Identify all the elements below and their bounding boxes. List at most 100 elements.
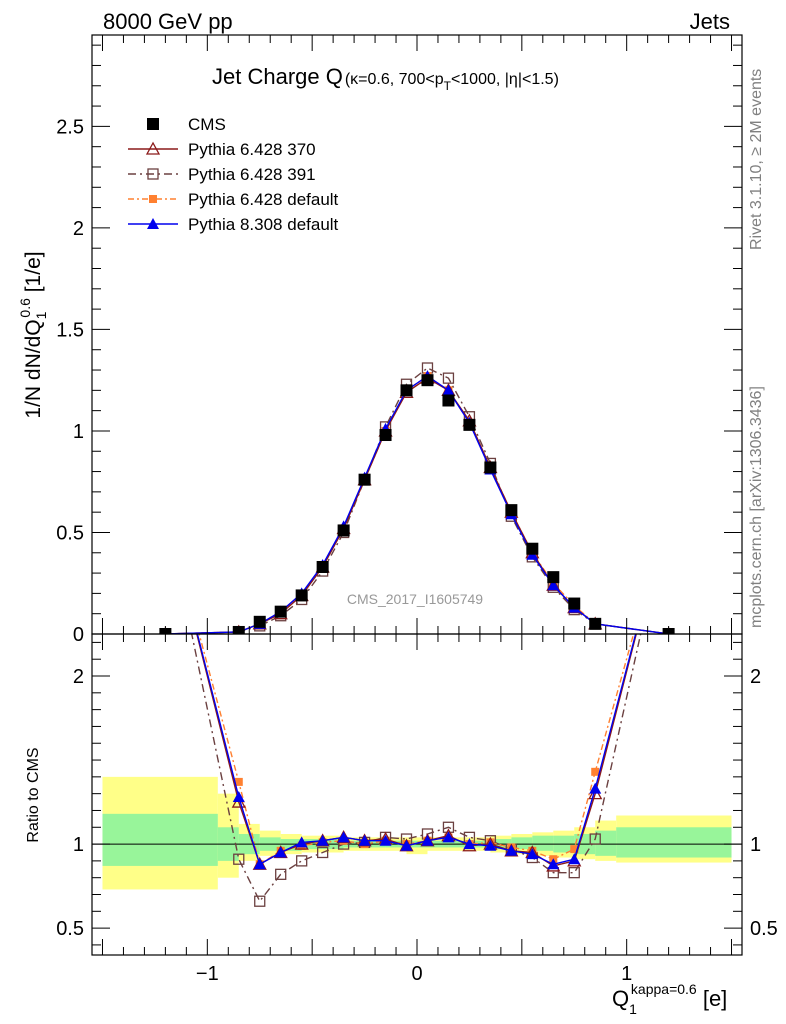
plot-title-sub-b: T [444, 79, 452, 93]
ratio-point [234, 777, 243, 786]
category-label: Jets [690, 9, 730, 34]
analysis-id-label: CMS_2017_I1605749 [347, 591, 483, 607]
main-ylabel-prefix: 1/N dN/dQ [22, 319, 45, 418]
ratio-y-tick-label-right: 2 [750, 666, 761, 688]
legend-label: Pythia 6.428 370 [188, 140, 316, 159]
legend-marker [147, 218, 159, 229]
ratio-point [526, 848, 539, 860]
ratio-point [337, 831, 350, 843]
ratio-point [254, 895, 266, 907]
legend-item: CMS [147, 115, 226, 134]
ratio-line-pythia-6-428-default [198, 634, 635, 866]
legend-label: Pythia 8.308 default [188, 215, 339, 234]
ratio-point [589, 833, 601, 845]
ratio-line-pythia-6-428-391 [191, 634, 642, 903]
xlabel-sub: 1 [629, 1001, 637, 1017]
x-tick-label: 1 [621, 963, 632, 985]
main-y-tick-label: 1 [73, 421, 84, 443]
xlabel-sup: kappa=0.6 [631, 981, 697, 997]
main-series-group [159, 362, 675, 634]
ratio-point [505, 844, 518, 856]
main-point [442, 394, 455, 407]
main-y-tick-label: 2 [73, 218, 84, 240]
legend: CMS Pythia 6.428 370 Pythia 6.428 391 Pythi… [128, 115, 339, 234]
legend-item: Pythia 6.428 370 [128, 140, 316, 159]
ratio-point [296, 855, 308, 867]
legend-marker [147, 118, 159, 130]
legend-marker [145, 141, 161, 155]
ratio-point [232, 791, 245, 803]
main-point [463, 418, 476, 431]
plot-title-sub-a: (κ=0.6, 700<p [345, 71, 444, 88]
ratio-point [253, 858, 266, 870]
main-point [484, 461, 497, 474]
green-band-bin [616, 827, 732, 858]
green-band-bin [102, 813, 218, 866]
ratio-point [358, 834, 371, 846]
main-y-tick-label: 2.5 [56, 116, 84, 138]
green-band-bin [280, 839, 302, 851]
x-tick-label: 0 [411, 963, 422, 985]
main-point [421, 374, 434, 387]
ratio-point [233, 853, 245, 865]
ratio-y-tick-label-left: 0.5 [56, 918, 84, 940]
main-point [442, 384, 455, 396]
main-point [253, 615, 266, 628]
legend-item: Pythia 8.308 default [128, 215, 339, 234]
main-y-tick-label: 1.5 [56, 319, 84, 341]
ratio-line-pythia-6-428-370 [196, 634, 637, 867]
ratio-panel-frame [91, 633, 743, 956]
main-y-tick-label: 0 [73, 624, 84, 646]
xlabel-suffix: [e] [697, 986, 728, 1011]
ratio-y-tick-label-right: 0.5 [750, 918, 778, 940]
ratio-point [379, 834, 392, 846]
ratio-point [484, 839, 497, 851]
main-y-axis-label: 1/N dN/dQ10.6 [1/e] [17, 251, 49, 418]
main-point [337, 524, 350, 537]
ratio-point [316, 834, 329, 846]
ratio-point [570, 845, 579, 854]
ratio-uncertainty-bands [102, 776, 732, 890]
legend-item: Pythia 6.428 391 [128, 165, 316, 184]
main-ylabel-sub: 1 [33, 311, 49, 319]
ratio-point [568, 866, 580, 879]
legend-label: CMS [188, 115, 226, 134]
ratio-point [589, 782, 602, 794]
ratio-point [274, 846, 287, 858]
main-point [379, 429, 392, 442]
ratio-point [295, 836, 308, 848]
main-y-tick-label: 0.5 [56, 522, 84, 544]
ratio-point [316, 846, 329, 859]
x-tick-label: −1 [196, 963, 219, 985]
ratio-y-axis-label: Ratio to CMS [25, 747, 42, 842]
main-point [568, 597, 581, 610]
xlabel-prefix: Q [612, 986, 629, 1011]
ratio-y-tick-label-left: 1 [73, 834, 84, 856]
main-point [316, 560, 329, 573]
ratio-point [591, 767, 600, 776]
plot-title: Jet Charge Q (κ=0.6, 700<pT<1000, |η|<1.5… [212, 64, 559, 93]
main-point [505, 504, 518, 517]
energy-label: 8000 GeV pp [103, 9, 233, 34]
main-point [400, 384, 413, 397]
main-ylabel-suffix: [1/e] [22, 251, 45, 298]
ratio-y-tick-label-right: 1 [750, 834, 761, 856]
ratio-line-pythia-8-308-default [196, 634, 637, 866]
legend-marker [149, 195, 157, 203]
ratio-point [275, 868, 287, 880]
ratio-point [568, 853, 581, 865]
ratio-y-tick-label-left: 2 [73, 666, 84, 688]
plot-title-main: Jet Charge Q [212, 64, 343, 89]
axis-ticks: −1 0 1 0 0.5 1 1.5 2 2.5 0.5 0.5 1 1 2 2 [56, 35, 778, 985]
main-point [358, 473, 371, 486]
main-point [232, 625, 245, 634]
main-point [547, 571, 560, 584]
x-axis-label: Q1 kappa=0.6 [e] [612, 981, 727, 1017]
rivet-label: Rivet 3.1.10, ≥ 2M events [748, 69, 765, 250]
legend-item: Pythia 6.428 default [128, 190, 339, 209]
mcplots-label: mcplots.cern.ch [arXiv:1306.3436] [748, 386, 765, 628]
main-point [274, 605, 287, 618]
legend-label: Pythia 6.428 default [188, 190, 339, 209]
green-band-bin [511, 837, 533, 850]
ratio-point [400, 839, 413, 851]
